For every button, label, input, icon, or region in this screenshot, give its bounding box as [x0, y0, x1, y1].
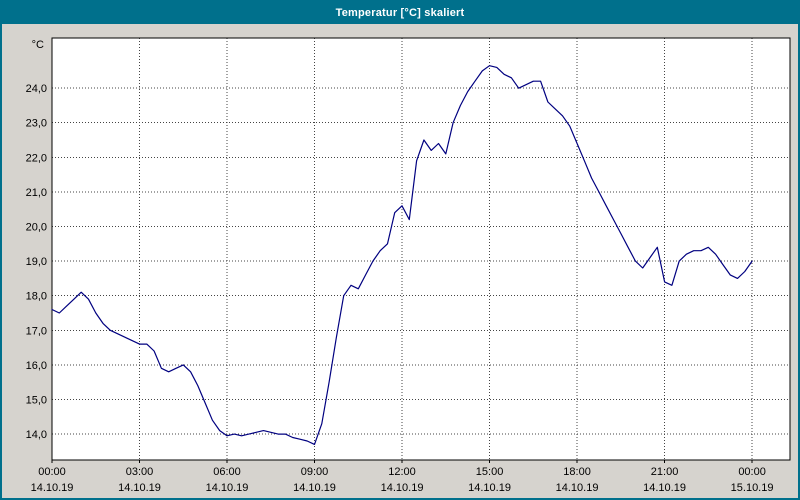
- x-tick-date-label: 14.10.19: [31, 482, 74, 494]
- x-tick-date-label: 14.10.19: [643, 482, 686, 494]
- y-tick-label: 19,0: [26, 256, 47, 268]
- title-bar: Temperatur [°C] skaliert: [2, 2, 798, 24]
- x-tick-time-label: 18:00: [563, 466, 591, 478]
- y-tick-label: 17,0: [26, 325, 47, 337]
- y-tick-label: 24,0: [26, 83, 47, 95]
- y-axis-unit-label: °C: [32, 39, 44, 51]
- y-tick-label: 14,0: [26, 429, 47, 441]
- x-tick-time-label: 00:00: [38, 466, 66, 478]
- x-tick-time-label: 12:00: [388, 466, 416, 478]
- x-tick-time-label: 09:00: [301, 466, 329, 478]
- x-tick-date-label: 14.10.19: [293, 482, 336, 494]
- x-tick-date-label: 14.10.19: [381, 482, 424, 494]
- x-tick-date-label: 15.10.19: [731, 482, 774, 494]
- temperature-series-line: [51, 65, 753, 445]
- x-tick-time-label: 15:00: [476, 466, 504, 478]
- y-tick-label: 15,0: [26, 394, 47, 406]
- x-tick-time-label: 06:00: [213, 466, 241, 478]
- x-tick-date-label: 14.10.19: [468, 482, 511, 494]
- temperature-line-chart: 14,0 15,0 16,0 17,0 18,0 19,0 20,0 21,0 22,0 23,0…: [26, 37, 791, 494]
- window-title: Temperatur [°C] skaliert: [335, 7, 465, 19]
- chart-area: 14,0 15,0 16,0 17,0 18,0 19,0 20,0 21,0 22,0 23,0…: [2, 24, 798, 498]
- y-tick-label: 21,0: [26, 187, 47, 199]
- y-tick-label: 23,0: [26, 118, 47, 130]
- y-tick-label: 16,0: [26, 360, 47, 372]
- x-tick-time-label: 21:00: [651, 466, 679, 478]
- x-tick-date-label: 14.10.19: [556, 482, 599, 494]
- x-tick-date-label: 14.10.19: [118, 482, 161, 494]
- y-tick-label: 22,0: [26, 152, 47, 164]
- y-tick-label: 18,0: [26, 291, 47, 303]
- x-tick-time-label: 03:00: [126, 466, 154, 478]
- y-tick-label: 20,0: [26, 222, 47, 234]
- x-tick-time-label: 00:00: [738, 466, 766, 478]
- x-tick-date-label: 14.10.19: [206, 482, 249, 494]
